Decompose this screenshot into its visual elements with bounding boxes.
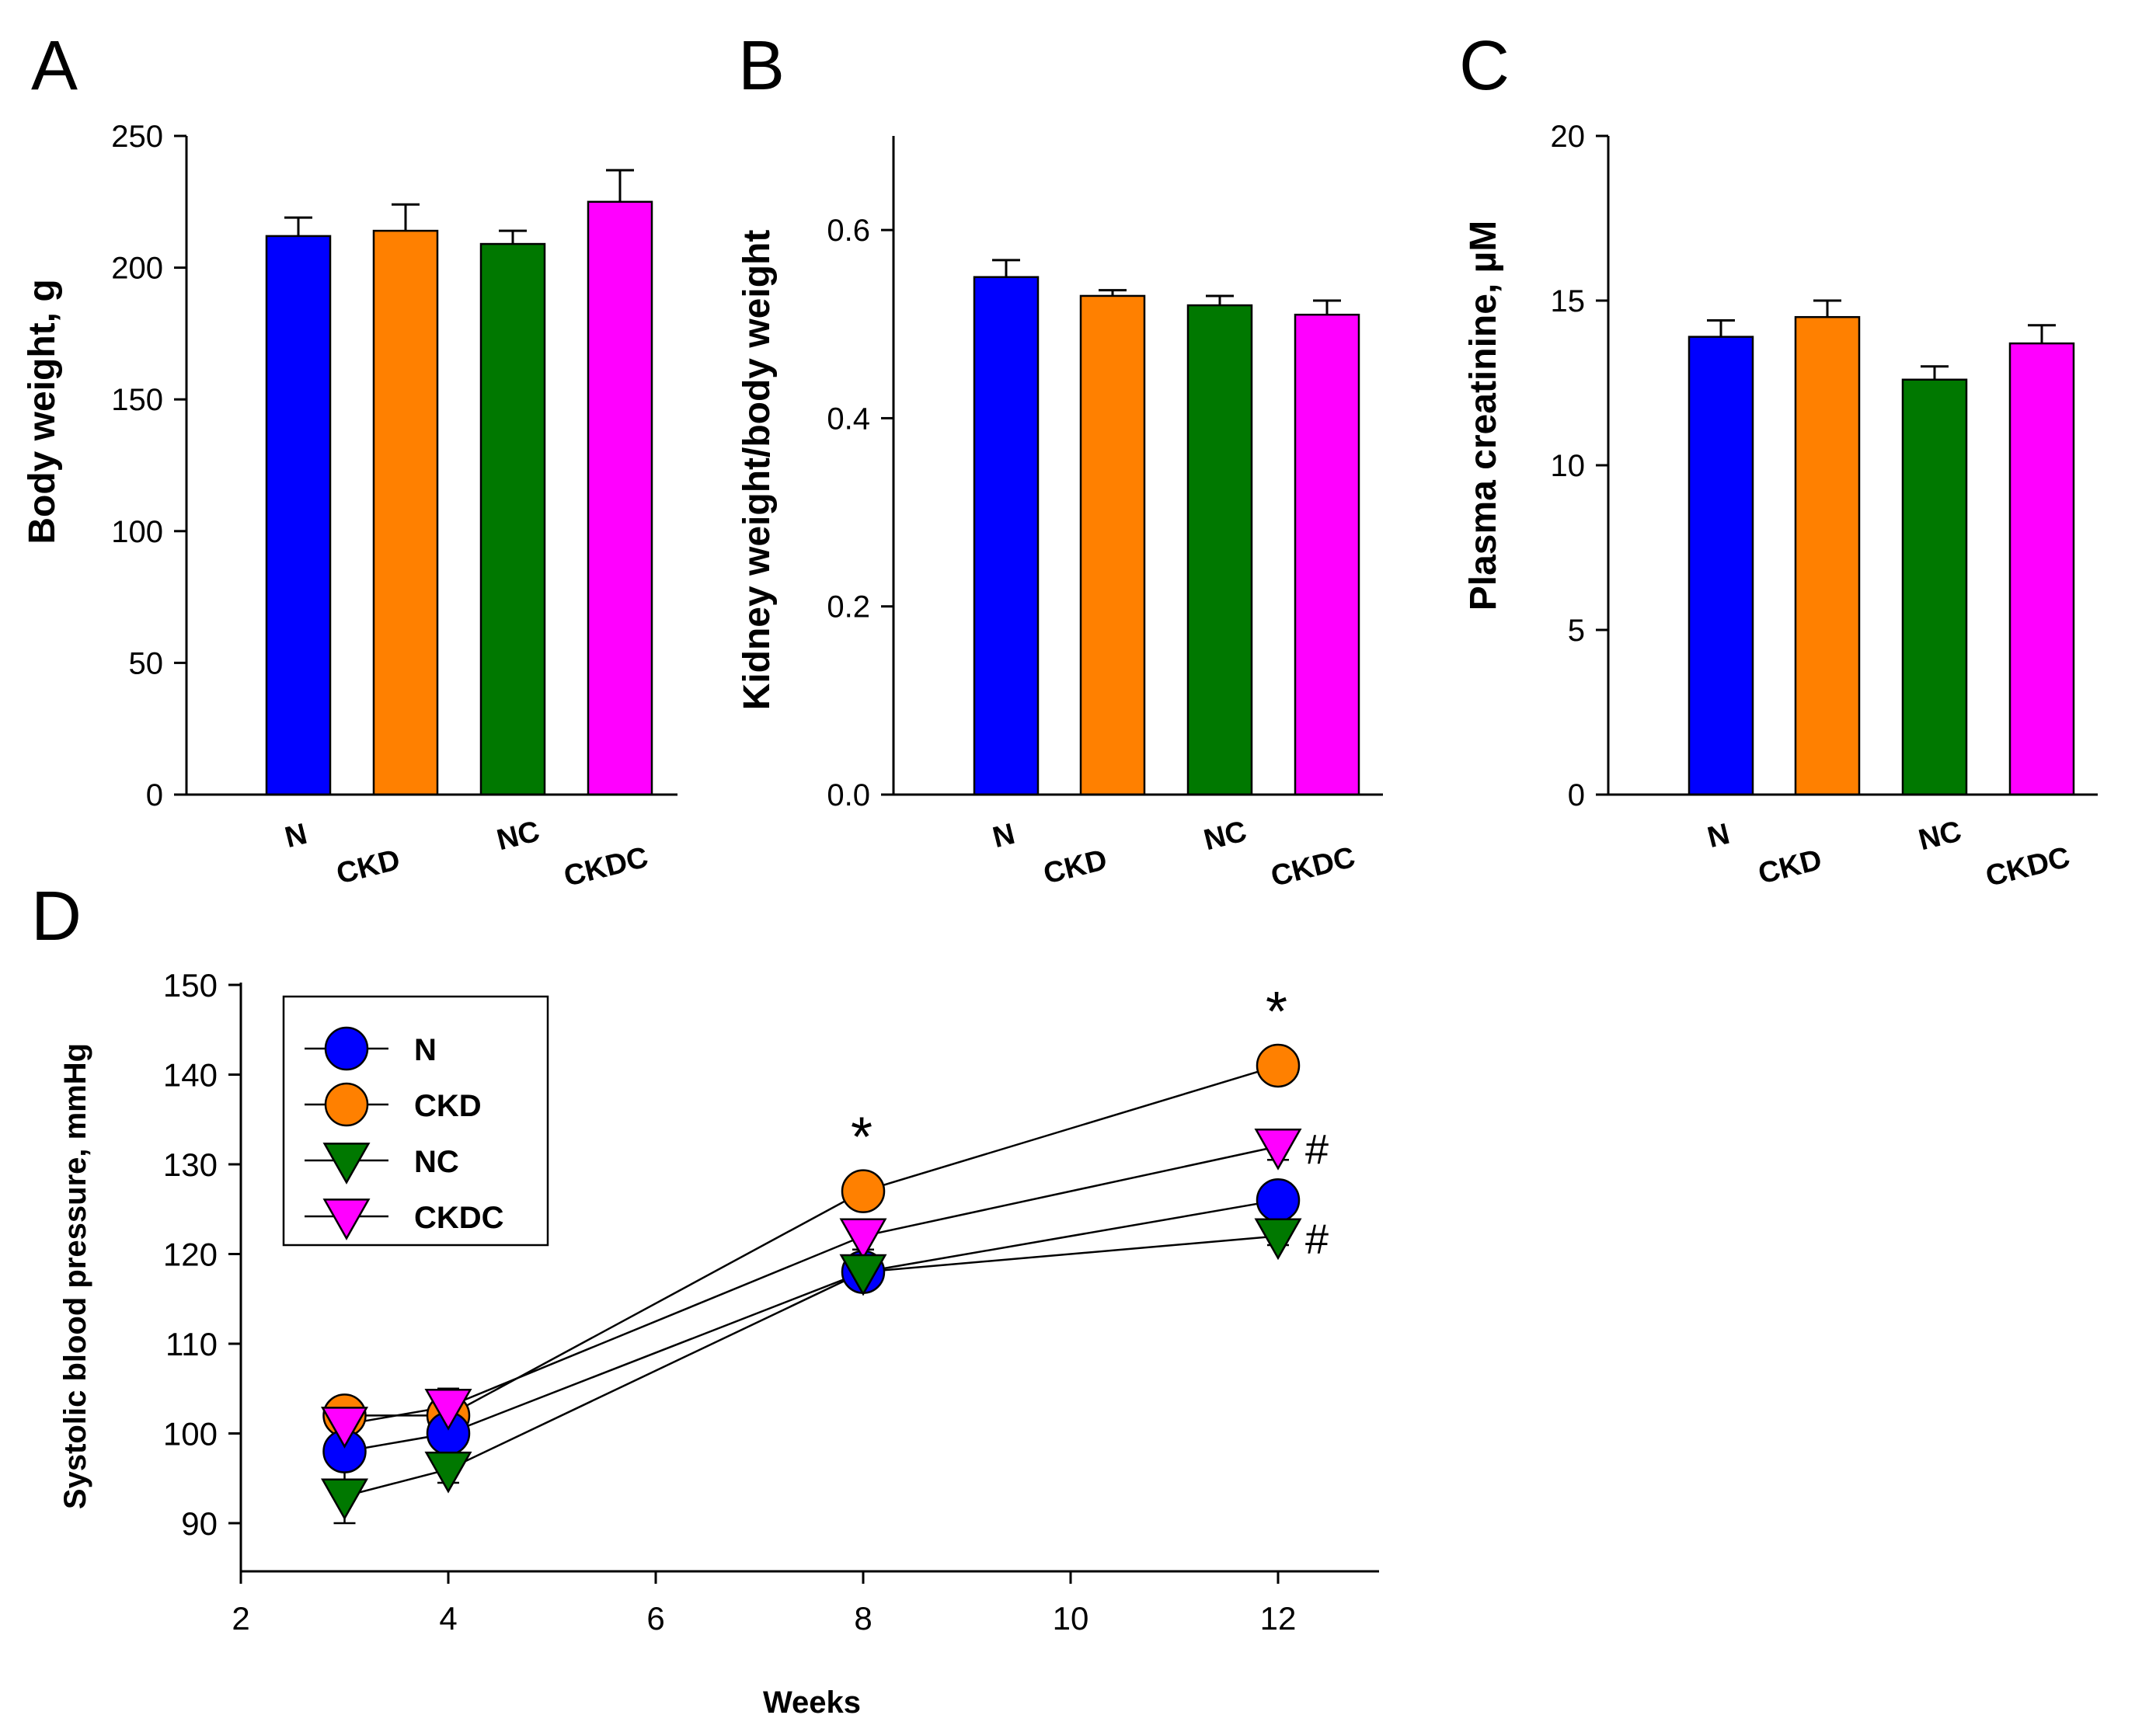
y-tick-label: 0.2 xyxy=(827,590,870,624)
legend-label: CKDC xyxy=(414,1201,504,1235)
bar-n xyxy=(265,235,332,796)
data-point-ckdc xyxy=(424,1389,472,1431)
x-tick-label: NC xyxy=(1200,815,1249,857)
x-tick-label: 2 xyxy=(232,1600,249,1637)
bar-n xyxy=(1688,336,1754,796)
legend-marker-nc xyxy=(322,1143,371,1185)
x-tick-label: N xyxy=(1705,818,1733,854)
data-point-ckd xyxy=(841,1169,886,1213)
series-line-ckdc xyxy=(344,1145,1279,1426)
y-tick-label: 200 xyxy=(111,252,163,286)
legend-label: CKD xyxy=(414,1089,482,1123)
series-line-nc xyxy=(344,1235,1279,1498)
annotation: * xyxy=(851,1107,873,1169)
data-point-ckdc xyxy=(839,1218,887,1261)
x-tick-label: CKDC xyxy=(561,841,652,893)
bar-ckdc xyxy=(1294,313,1360,796)
y-tick-label: 0 xyxy=(1568,778,1585,812)
panel-label-d: D xyxy=(31,878,82,955)
y-tick-label: 0.0 xyxy=(827,778,870,812)
bar-nc xyxy=(1186,304,1253,796)
y-tick-label: 5 xyxy=(1568,614,1585,648)
y-tick-label: 0.6 xyxy=(827,214,870,248)
data-point-nc xyxy=(321,1478,368,1521)
panel-label-a: A xyxy=(31,27,78,105)
annotation: # xyxy=(1305,1126,1329,1173)
data-point-n xyxy=(1256,1178,1301,1223)
panel-c: C N CKD NC CKDC 0 5 10 15 20 Plasma creatinine, µM xyxy=(1459,27,2098,893)
x-tick-label: CKD xyxy=(333,844,403,891)
bar-ckd xyxy=(1079,294,1146,796)
y-tick-label: 15 xyxy=(1551,284,1586,318)
y-tick-label: 130 xyxy=(163,1146,218,1183)
x-tick-label: 6 xyxy=(646,1600,664,1637)
bar-ckdc xyxy=(2008,342,2075,796)
x-tick-label: 4 xyxy=(439,1600,457,1637)
y-tick-label: 250 xyxy=(111,120,163,154)
data-point-ckd xyxy=(1256,1043,1301,1088)
series-line-n xyxy=(344,1198,1279,1452)
y-tick-label: 150 xyxy=(111,383,163,417)
x-tick-label: CKD xyxy=(1040,844,1110,891)
y-tick-label: 10 xyxy=(1551,449,1586,483)
x-tick-label: CKD xyxy=(1755,844,1825,891)
y-tick-label: 100 xyxy=(111,515,163,549)
data-point-ckdc xyxy=(321,1407,368,1449)
x-axis-label: Weeks xyxy=(763,1686,861,1720)
y-axis-label: Systolic blood pressure, mmHg xyxy=(58,1043,92,1509)
bar-n xyxy=(973,276,1040,796)
y-axis-label: Kidney weight/body weight xyxy=(737,230,778,711)
y-axis-label: Body weight, g xyxy=(22,279,63,544)
panel-b: B N CKD NC CKDC 0.0 0.2 0.4 0.6 Kidney weight/bod… xyxy=(737,27,1383,893)
x-tick-label: CKDC xyxy=(1983,841,2074,893)
data-point-nc xyxy=(1254,1218,1302,1261)
data-point-ckdc xyxy=(1254,1129,1302,1171)
bar-ckd xyxy=(1794,315,1861,796)
x-tick-label: CKDC xyxy=(1268,841,1359,893)
bar-ckd xyxy=(372,229,439,796)
x-tick-label: 10 xyxy=(1053,1600,1089,1637)
y-tick-label: 0.4 xyxy=(827,402,870,436)
panel-d: D 90 100 110 120 130 140 150 2 4 6 8 10 12 Weeks Systol… xyxy=(31,878,1379,1720)
y-tick-label: 110 xyxy=(165,1326,218,1362)
y-tick-label: 140 xyxy=(163,1057,218,1094)
data-point-nc xyxy=(839,1254,887,1296)
y-tick-label: 100 xyxy=(163,1416,218,1452)
y-tick-label: 150 xyxy=(163,967,218,1004)
x-tick-label: 8 xyxy=(854,1600,872,1637)
legend-marker-ckdc xyxy=(322,1198,371,1240)
legend-label: NC xyxy=(414,1145,459,1179)
x-tick-label: N xyxy=(990,818,1019,854)
y-tick-label: 0 xyxy=(146,778,163,812)
panel-label-b: B xyxy=(738,27,785,105)
legend-marker-ckd xyxy=(324,1082,369,1127)
y-tick-label: 50 xyxy=(129,646,164,680)
bar-ckdc xyxy=(587,200,653,796)
bar-nc xyxy=(1901,378,1968,796)
y-tick-label: 20 xyxy=(1551,120,1586,154)
x-tick-label: NC xyxy=(1915,815,1964,857)
legend-label: N xyxy=(414,1033,437,1067)
y-tick-label: 120 xyxy=(163,1237,218,1273)
x-tick-label: N xyxy=(282,818,311,854)
annotation: # xyxy=(1305,1216,1329,1262)
legend-marker-n xyxy=(324,1026,369,1071)
panel-a: A N CKD NC CKDC 0 50 100 150 200 250 Body weight, g xyxy=(22,27,677,893)
panel-label-c: C xyxy=(1459,27,1510,105)
annotation: * xyxy=(1266,981,1287,1043)
x-tick-label: NC xyxy=(493,815,542,857)
data-point-nc xyxy=(424,1451,472,1494)
y-tick-label: 90 xyxy=(181,1505,218,1542)
x-tick-label: 12 xyxy=(1260,1600,1297,1637)
legend: N CKD NC CKDC xyxy=(282,995,549,1247)
bar-nc xyxy=(479,242,546,796)
y-axis-label: Plasma creatinine, µM xyxy=(1463,221,1504,611)
